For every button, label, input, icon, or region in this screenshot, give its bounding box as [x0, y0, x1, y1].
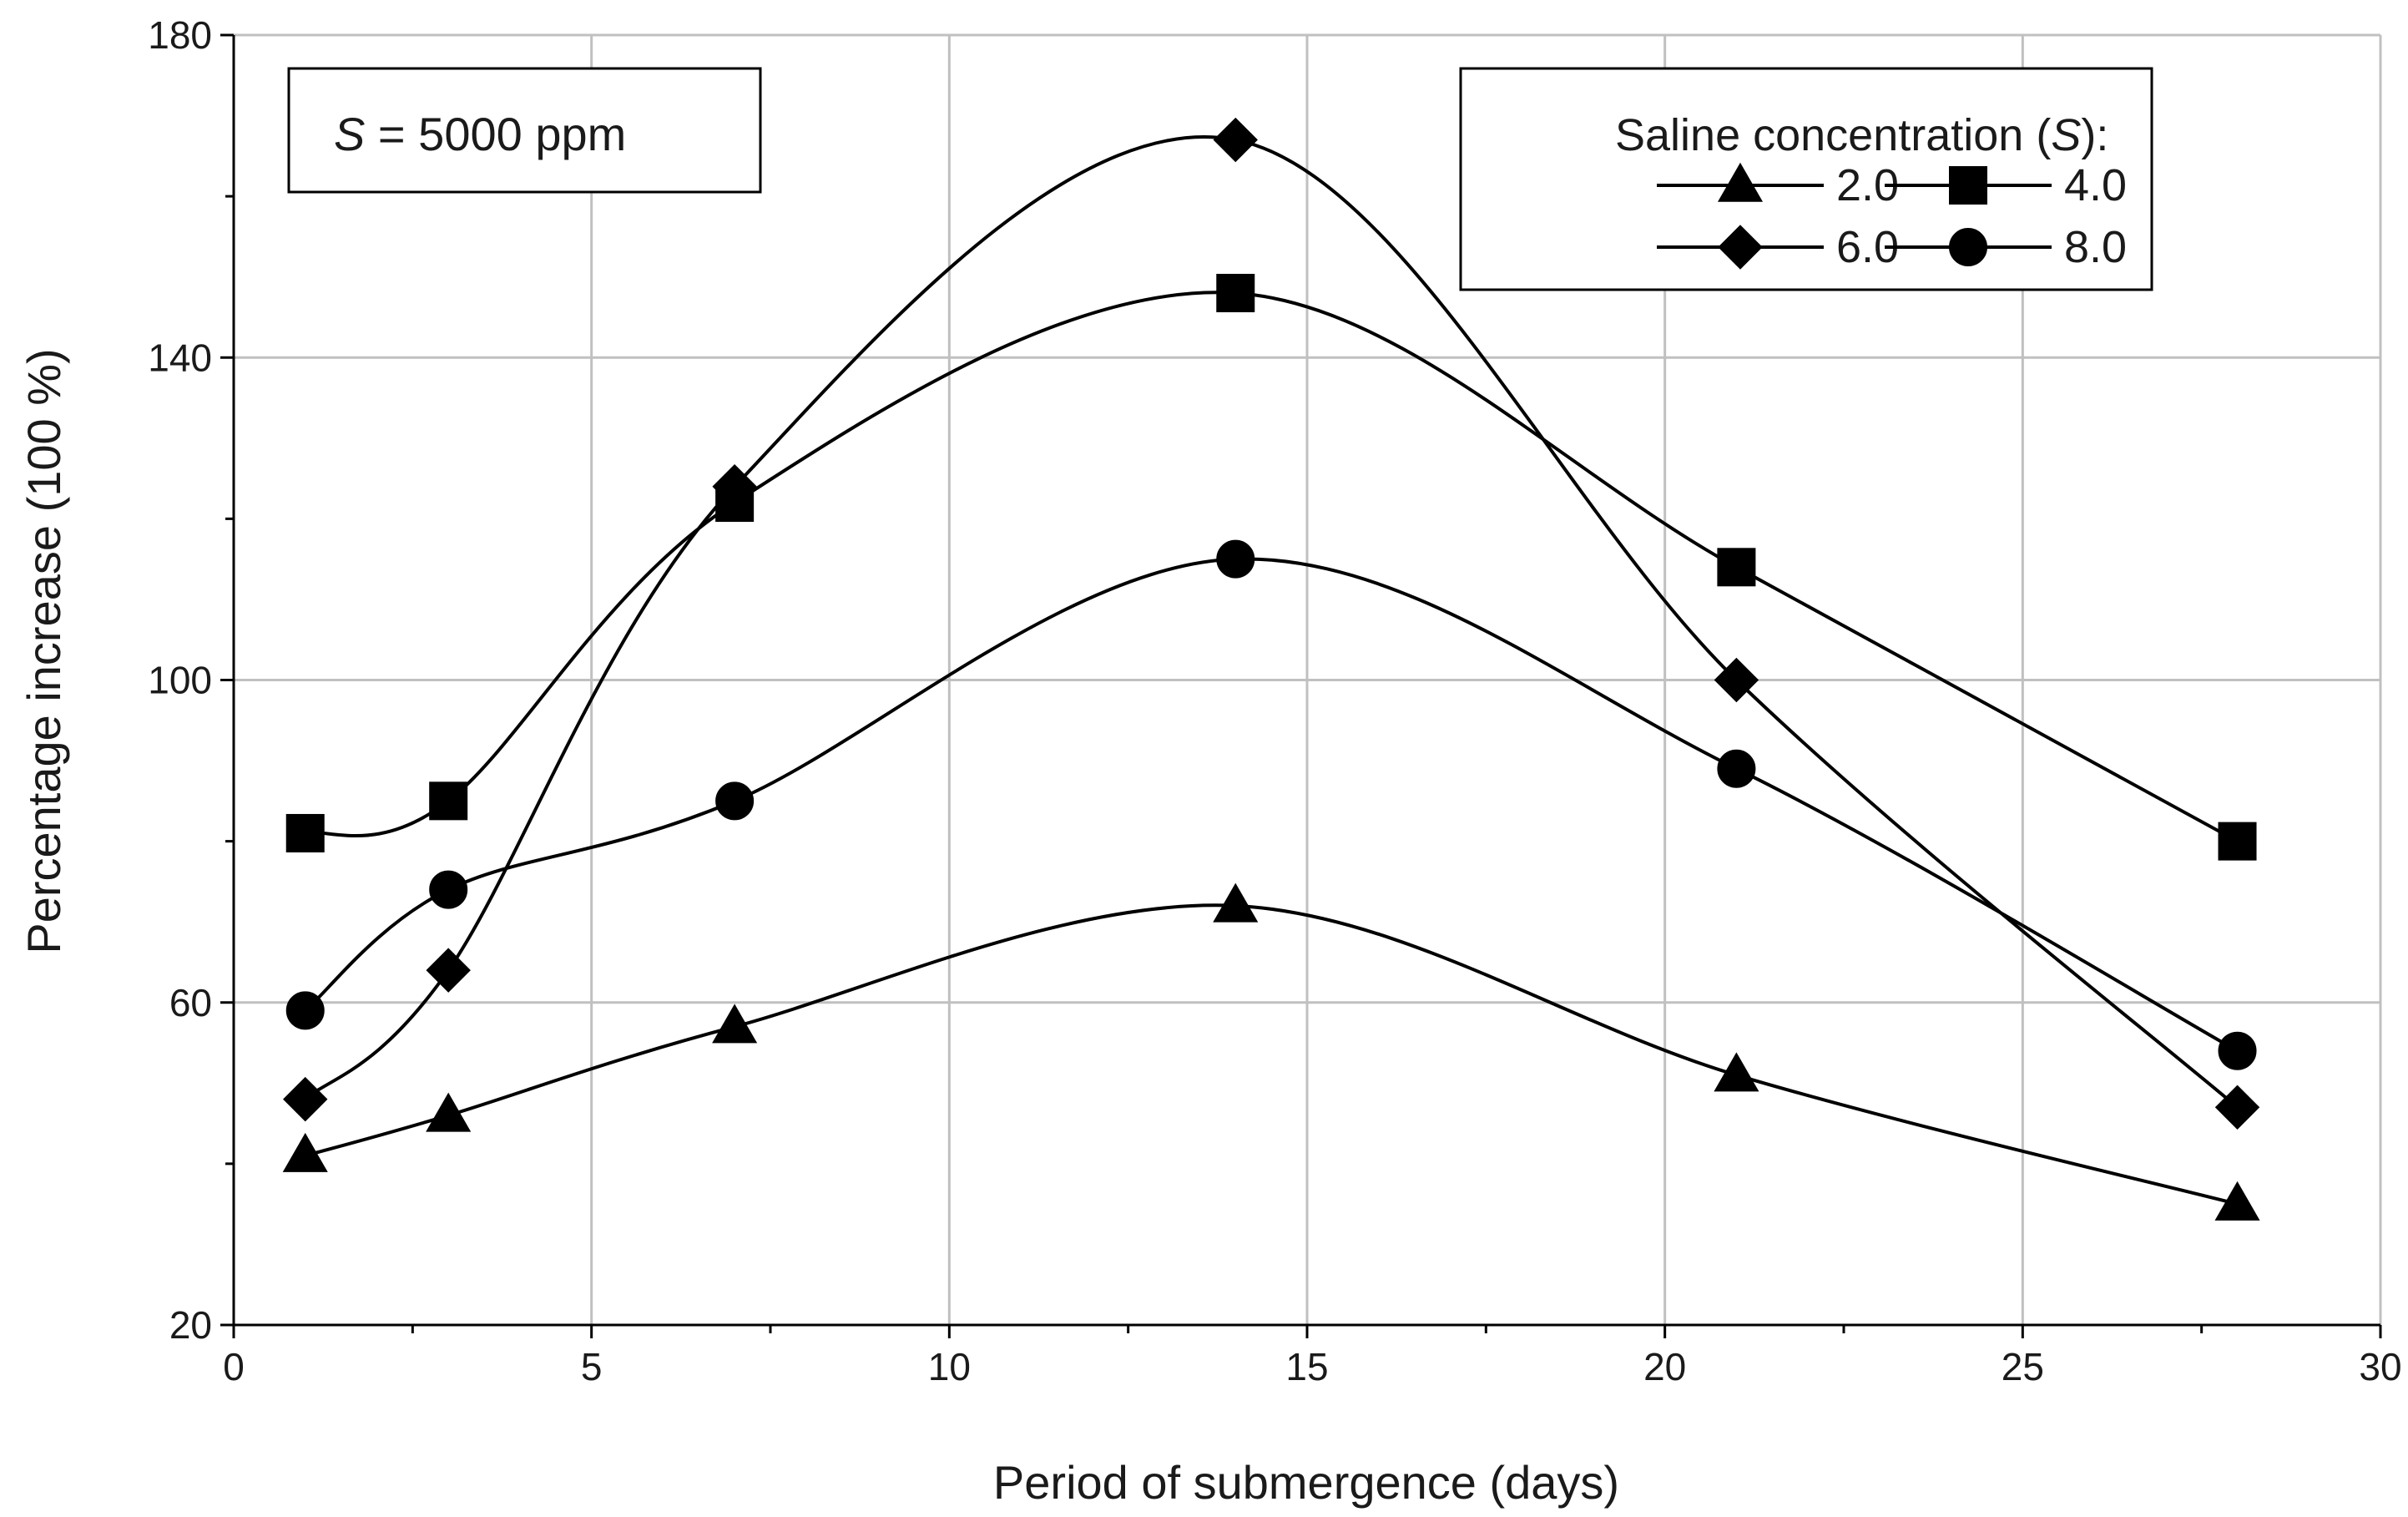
x-tick-label: 25 — [2002, 1345, 2044, 1388]
annotation-frame — [287, 67, 762, 194]
data-point-6.0 — [712, 464, 757, 509]
y-tick-label: 140 — [148, 336, 212, 379]
data-point-8.0 — [715, 781, 755, 821]
data-point-8.0 — [285, 991, 325, 1030]
y-tick-label: 20 — [169, 1303, 212, 1347]
data-point-4.0 — [285, 813, 325, 852]
data-point-6.0 — [426, 948, 471, 993]
legend-entries: 2.0 4.06.0 8.0 — [1657, 160, 2127, 272]
annotation-text: S = 5000 ppm — [334, 108, 626, 160]
series-line-2.0 — [305, 903, 2239, 1206]
series-lines — [304, 135, 2239, 1206]
series-line-6.0 — [304, 135, 2239, 1109]
annotation-variable: S — [334, 108, 365, 160]
legend-title-prefix: Saline concentration ( — [1615, 110, 2051, 160]
x-tick-label: 5 — [581, 1345, 603, 1388]
data-point-6.0 — [2214, 1085, 2260, 1130]
data-point-2.0 — [712, 1004, 758, 1044]
legend-title-variable: S — [2051, 110, 2081, 160]
annotation-value: = 5000 ppm — [365, 108, 626, 160]
data-point-6.0 — [1714, 657, 1759, 703]
data-point-4.0 — [429, 781, 468, 821]
data-point-4.0 — [1216, 274, 1255, 312]
legend-marker-4.0 — [1949, 166, 1987, 205]
x-tick-label: 20 — [1643, 1345, 1686, 1388]
x-tick-label: 0 — [223, 1345, 245, 1388]
legend-label-8.0: 8.0 — [2064, 222, 2127, 272]
series-line-4.0 — [305, 291, 2239, 843]
legend-label-4.0: 4.0 — [2064, 160, 2127, 210]
series-markers — [282, 117, 2260, 1221]
legend-marker-8.0 — [1949, 228, 1987, 266]
data-point-2.0 — [426, 1092, 472, 1132]
data-point-8.0 — [429, 870, 468, 909]
data-point-2.0 — [1714, 1052, 1759, 1092]
data-point-2.0 — [1213, 882, 1259, 923]
series-line-8.0 — [304, 557, 2239, 1053]
annotation-box: S = 5000 ppm — [287, 67, 762, 194]
grid-lines — [234, 33, 2382, 1325]
axes: 0 5 10 15 20 25 30 20 60 100 140 180 — [148, 13, 2401, 1388]
y-axis-label: Percentage increase (100 %) — [18, 348, 70, 953]
y-tick-label: 60 — [169, 981, 212, 1024]
legend-frame — [1459, 67, 2153, 291]
data-point-2.0 — [282, 1132, 328, 1172]
legend-marker-6.0 — [1718, 225, 1763, 270]
x-tick-label: 15 — [1285, 1345, 1328, 1388]
x-axis-label: Period of submergence (days) — [993, 1456, 1619, 1509]
data-point-8.0 — [1216, 539, 1255, 579]
y-tick-label: 180 — [148, 13, 212, 57]
data-point-8.0 — [1717, 749, 1756, 788]
data-point-6.0 — [1213, 117, 1258, 163]
legend: Saline concentration (S): 2.0 4.06.0 8.0 — [1459, 67, 2153, 291]
x-tick-label: 30 — [2359, 1345, 2401, 1388]
data-point-2.0 — [2214, 1181, 2260, 1221]
legend-title-suffix: ): — [2081, 110, 2108, 160]
legend-title: Saline concentration (S): — [1615, 110, 2108, 160]
data-point-4.0 — [1717, 548, 1756, 587]
y-tick-label: 100 — [148, 659, 212, 702]
data-point-8.0 — [2218, 1031, 2257, 1070]
data-point-4.0 — [2218, 822, 2257, 861]
legend-marker-2.0 — [1717, 162, 1764, 202]
data-point-6.0 — [283, 1076, 328, 1122]
x-tick-label: 10 — [928, 1345, 971, 1388]
